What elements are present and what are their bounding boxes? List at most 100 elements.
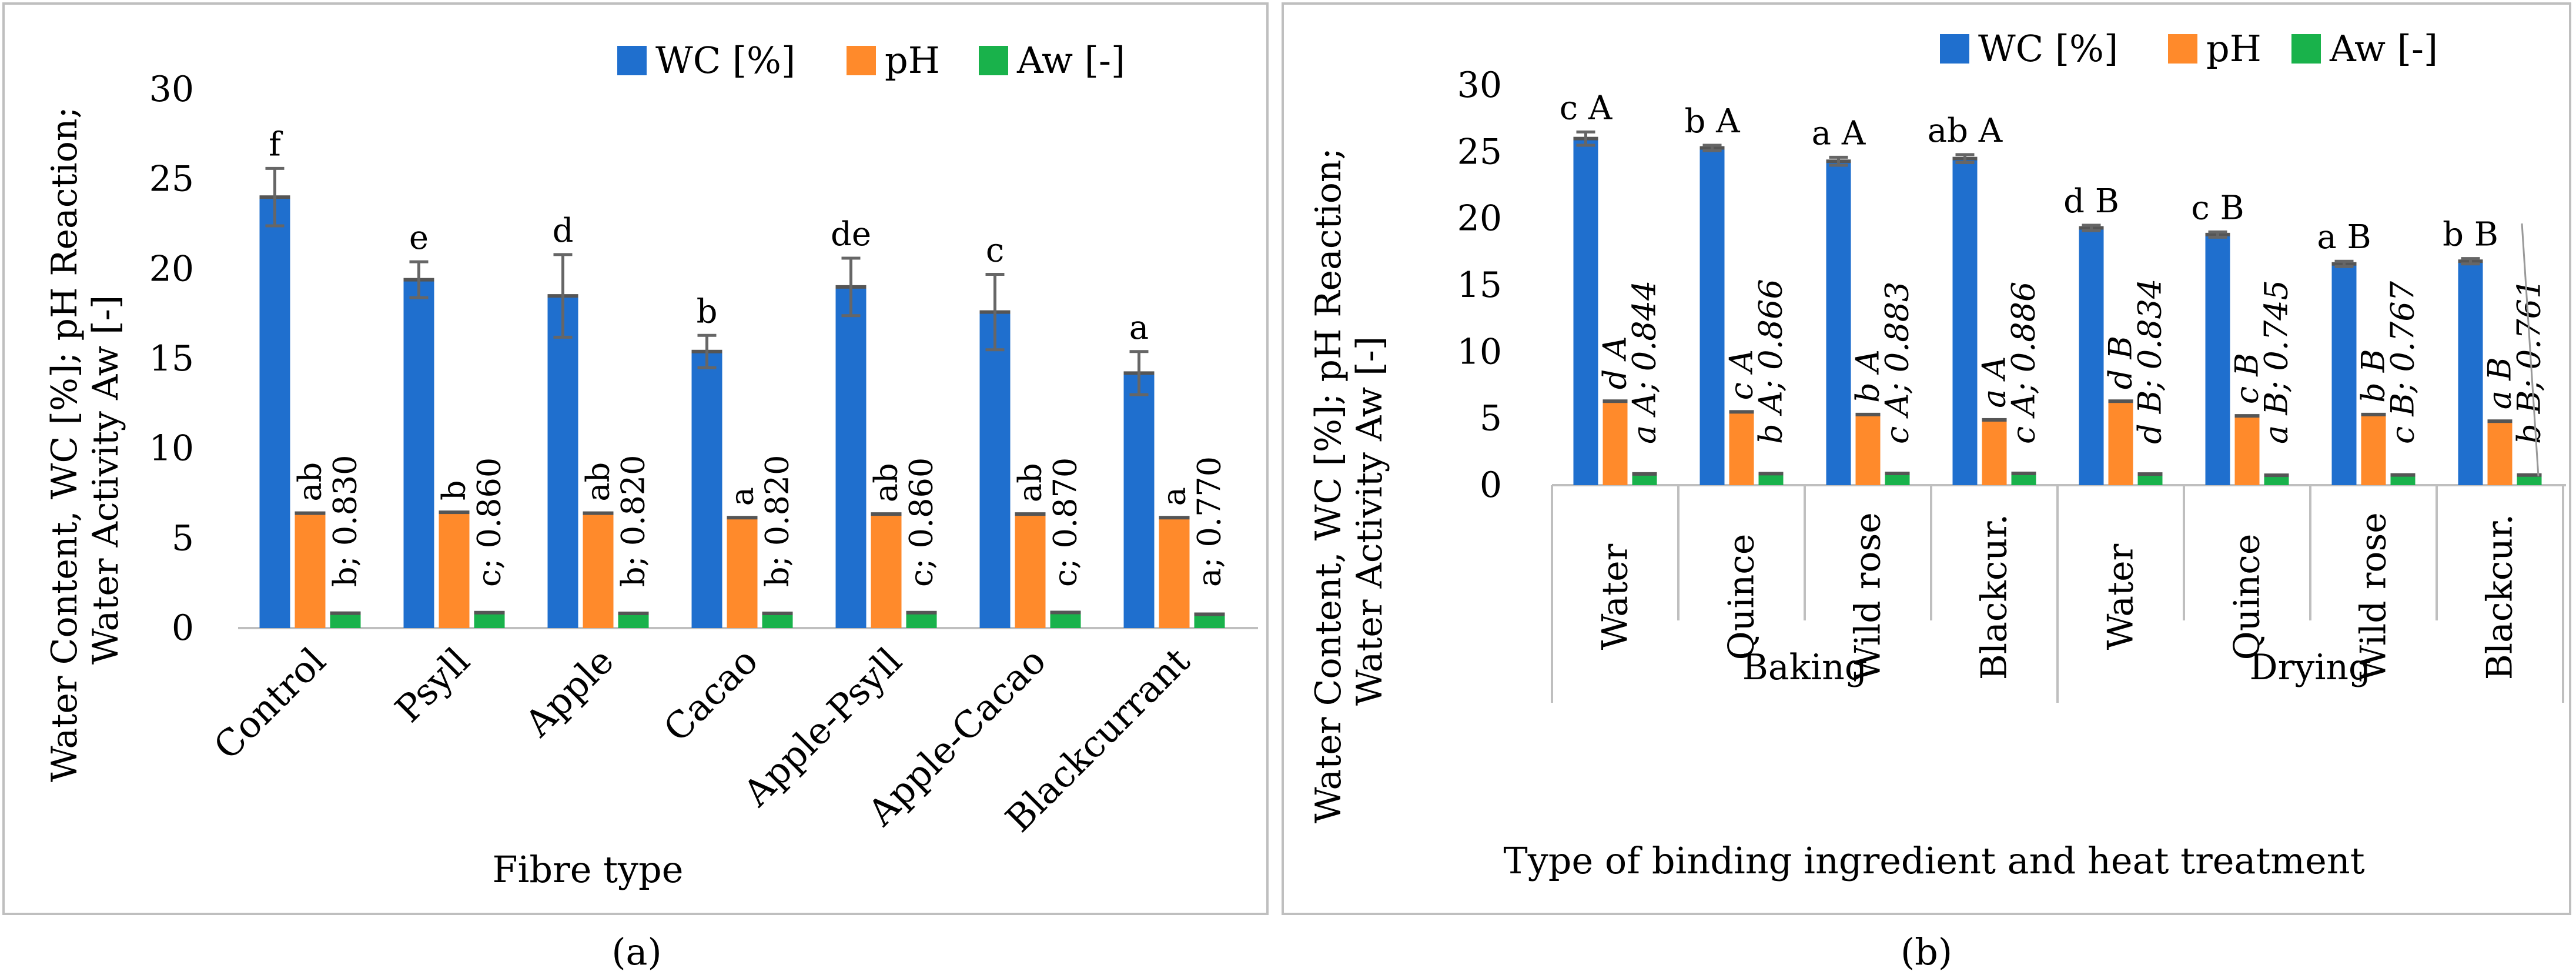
bar-ph <box>1159 518 1190 628</box>
bar-cap <box>2234 414 2260 418</box>
bar-cap <box>871 512 902 516</box>
data-label-aw: c A; 0.883 <box>1879 282 1916 444</box>
y-tick-label: 25 <box>1457 131 1502 172</box>
bar-ph <box>2361 414 2386 485</box>
legend-label-wc: WC [%] <box>655 39 795 82</box>
bar-wc <box>691 351 722 628</box>
panel-b-frame <box>1282 2 2571 915</box>
bar-wc <box>2079 228 2104 485</box>
data-label-ph: b B <box>2355 349 2392 402</box>
bar-cap <box>295 511 326 515</box>
bar-wc <box>979 312 1011 628</box>
legend-label-aw: Aw [-] <box>2329 27 2438 70</box>
category-label: Apple <box>516 639 622 745</box>
panel-a-ylabel-line2: Water Activity Aw [-] <box>85 295 126 665</box>
bar-aw <box>762 613 793 628</box>
data-label-wc: b B <box>2443 216 2498 254</box>
legend-swatch-aw <box>979 46 1008 75</box>
y-tick-label: 30 <box>149 69 194 110</box>
panel-b-caption: (b) <box>1901 930 1952 973</box>
legend-label-ph: pH <box>2206 27 2261 70</box>
bar-ph <box>295 513 326 628</box>
bar-cap <box>1015 512 1046 516</box>
bar-cap <box>1855 412 1881 416</box>
category-label: Psyll <box>387 639 478 730</box>
bar-cap <box>1603 399 1628 403</box>
bar-cap <box>474 610 505 615</box>
bar-cap <box>2517 473 2542 477</box>
panel-b-xlabel: Type of binding ingredient and heat trea… <box>1503 839 2364 882</box>
category-label: Wild rose <box>1848 512 1889 682</box>
bar-ph <box>871 514 902 628</box>
bar-aw <box>1758 473 1784 485</box>
data-label-aw: b A; 0.866 <box>1752 279 1789 444</box>
data-label-aw: c; 0.860 <box>903 458 940 587</box>
bar-aw <box>2264 475 2289 485</box>
y-tick-label: 20 <box>149 248 194 289</box>
data-label-ph: d A <box>1597 336 1634 389</box>
legend-b: WC [%] pH Aw [-] <box>1940 27 2438 70</box>
data-label-ph: ab <box>1012 463 1049 502</box>
bar-aw <box>2390 475 2416 485</box>
y-tick-label: 10 <box>1457 331 1502 372</box>
data-label-aw: b; 0.820 <box>615 455 652 587</box>
data-label-wc: a B <box>2317 218 2371 256</box>
bar-cap <box>2137 472 2163 476</box>
bar-aw <box>330 613 361 628</box>
bar-cap <box>1982 418 2007 422</box>
data-label-wc: a A <box>1812 114 1866 152</box>
data-label-ph: a <box>1156 487 1193 506</box>
bar-cap <box>583 511 614 515</box>
bar-ph <box>727 518 758 628</box>
y-tick-label: 10 <box>149 428 194 469</box>
bar-wc <box>1123 373 1155 628</box>
bar-aw <box>474 612 505 628</box>
y-tick-label: 5 <box>172 518 194 559</box>
bar-aw <box>1050 612 1081 628</box>
legend-swatch-wc <box>1940 34 1969 64</box>
data-label-ph: ab <box>580 462 617 502</box>
bar-cap <box>2361 412 2386 416</box>
bar-ph <box>2108 401 2133 485</box>
leader-line <box>2521 223 2540 477</box>
bar-aw <box>1632 473 1657 485</box>
bar-ph <box>1015 514 1046 628</box>
bar-wc <box>2458 261 2483 485</box>
panel-a-xlabel: Fibre type <box>493 848 684 891</box>
legend-swatch-aw <box>2291 34 2321 64</box>
y-tick-label: 15 <box>1457 265 1502 306</box>
bar-cap <box>2390 473 2416 477</box>
bar-aw <box>2011 473 2036 485</box>
bar-aw <box>2517 475 2542 485</box>
bar-ph <box>2487 421 2513 485</box>
panel-b-ylabel-line1: Water Content, WC [%]; pH Reaction; <box>1308 148 1349 823</box>
y-tick-label: 0 <box>172 608 194 649</box>
bar-cap <box>1194 612 1225 616</box>
data-label-aw: c B; 0.767 <box>2384 281 2421 444</box>
panel-a-caption: (a) <box>611 930 661 973</box>
bar-cap <box>1632 472 1657 476</box>
bar-ph <box>1603 401 1628 485</box>
bar-wc <box>1573 138 1598 485</box>
legend-swatch-ph <box>847 46 876 75</box>
group-label: Baking <box>1742 647 1867 688</box>
bar-cap <box>727 516 758 520</box>
bar-cap <box>762 611 793 615</box>
data-label-wc: c A <box>1560 89 1612 127</box>
bar-cap <box>330 611 361 615</box>
y-tick-label: 25 <box>149 159 194 200</box>
data-label-wc: d <box>553 212 574 250</box>
bar-cap <box>1885 471 1910 475</box>
bar-cap <box>906 610 937 615</box>
y-tick-label: 20 <box>1457 198 1502 239</box>
bar-cap <box>1159 516 1190 520</box>
legend-label-wc: WC [%] <box>1978 27 2118 70</box>
y-tick-label: 30 <box>1457 65 1502 106</box>
y-tick-label: 5 <box>1480 398 1502 439</box>
data-label-ph: b <box>436 480 473 500</box>
bar-ph <box>583 513 614 628</box>
data-label-ph: a A <box>1976 356 2013 408</box>
